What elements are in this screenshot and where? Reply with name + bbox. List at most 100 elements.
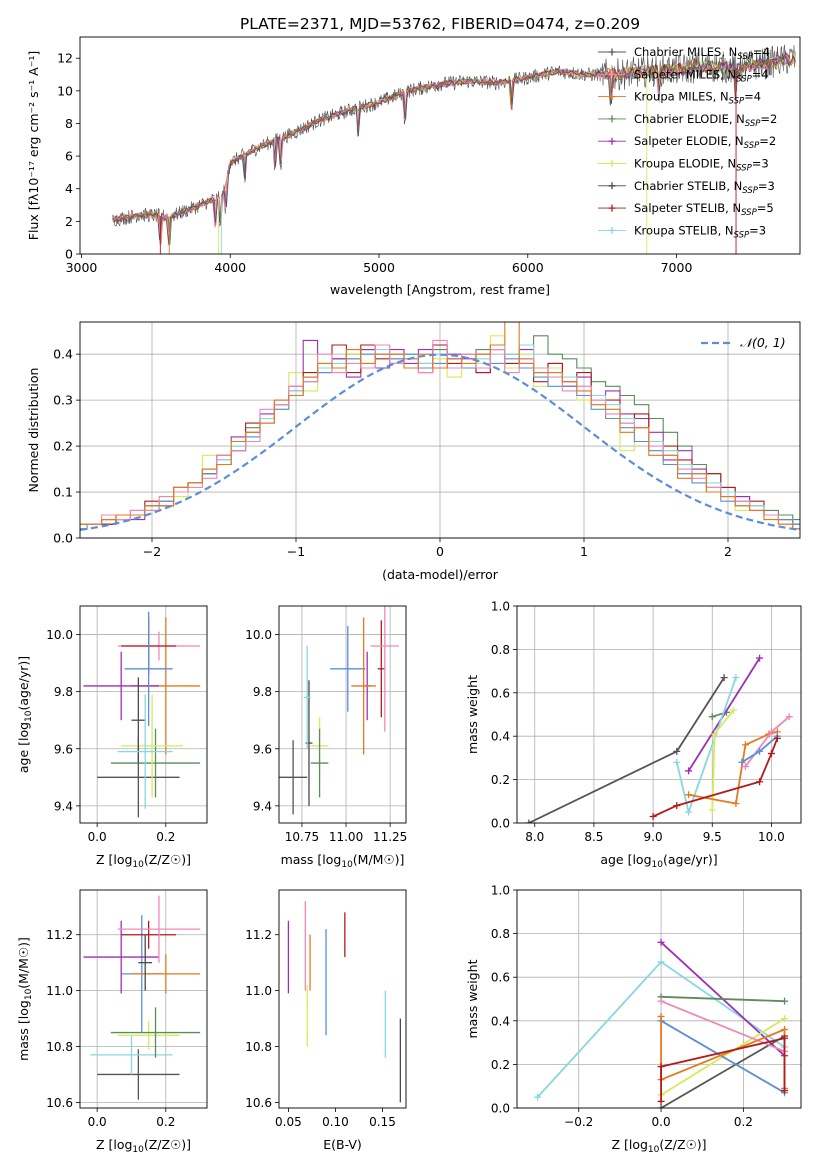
legend-marker xyxy=(608,160,616,167)
legend-entry: 𝒩(0, 1) xyxy=(740,335,786,350)
y-tick-label: 0.0 xyxy=(53,531,73,546)
axes-frame xyxy=(278,605,407,824)
y-tick-label: 11.0 xyxy=(245,984,272,998)
weight-point-marker xyxy=(781,1034,789,1042)
x-tick-label: 5000 xyxy=(363,260,395,275)
histogram-series xyxy=(80,322,800,530)
weight-point-marker xyxy=(767,750,775,758)
y-tick-label: 0.6 xyxy=(491,686,510,700)
y-tick-label: 9.8 xyxy=(253,685,272,699)
y-tick-label: 0.4 xyxy=(53,347,73,362)
x-tick-label: 0.15 xyxy=(369,1115,396,1129)
plot-area xyxy=(279,606,399,815)
y-tick-label: 10.6 xyxy=(245,1096,272,1110)
y-tick-label: 0 xyxy=(65,247,73,262)
legend-entry: Kroupa ELODIE, NSSP=3 xyxy=(634,157,769,174)
legend-entry: Salpeter STELIB, NSSP=5 xyxy=(634,201,774,218)
normal-reference-curve xyxy=(80,353,800,531)
mass-vs-metallicity-chart: 0.0 0.2 10.6 10.8 11.0 11.2 Z [log10(Z/Z☉)] mas… xyxy=(16,889,208,1155)
y-tick-label: 1.0 xyxy=(491,600,510,614)
plot-area xyxy=(112,44,796,254)
y-tick-label: 0.2 xyxy=(491,1058,510,1072)
x-tick-label: 11.00 xyxy=(329,830,363,844)
y-tick-label: 0.4 xyxy=(491,1014,510,1028)
axes-frame xyxy=(79,889,208,1109)
y-axis-label: mass weight xyxy=(465,675,480,754)
x-axis-label: mass [log10(M/M☉)] xyxy=(281,852,405,870)
y-tick-label: 6 xyxy=(65,149,73,164)
y-tick-label: 0.8 xyxy=(491,927,510,941)
figure-title: PLATE=2371, MJD=53762, FIBERID=0474, z=0… xyxy=(240,15,640,33)
y-tick-label: 9.6 xyxy=(54,742,73,756)
x-tick-label: 0 xyxy=(436,544,444,559)
y-tick-label: 10.0 xyxy=(46,628,73,642)
x-tick-label: 10.0 xyxy=(758,830,785,844)
y-tick-label: 12 xyxy=(57,51,73,66)
plot-area xyxy=(83,895,201,1100)
legend-entry: Salpeter ELODIE, NSSP=2 xyxy=(634,134,776,151)
weight-point-marker xyxy=(767,728,775,736)
histogram-series xyxy=(80,339,800,530)
axes-frame xyxy=(79,605,208,824)
weight-point-marker xyxy=(781,1026,789,1034)
x-tick-label: 0.05 xyxy=(275,1115,302,1129)
y-axis-label: mass weight xyxy=(465,959,480,1038)
y-axis-label: Normed distribution xyxy=(26,368,41,493)
x-axis-label: E(B-V) xyxy=(323,1137,362,1152)
weight-point-marker xyxy=(720,674,728,682)
weight-point-marker xyxy=(685,808,693,816)
legend-marker xyxy=(608,70,616,78)
weight-point-marker xyxy=(732,674,740,682)
axes-frame xyxy=(79,36,801,255)
y-tick-label: 0.4 xyxy=(491,730,510,744)
x-axis-label: Z [log10(Z/Z☉)] xyxy=(96,1137,191,1155)
y-tick-label: 10.6 xyxy=(46,1096,73,1110)
weight-point-marker xyxy=(657,1097,665,1105)
plot-area xyxy=(80,322,800,531)
plot-area xyxy=(525,654,793,823)
spectrum-chart: 3000 4000 5000 6000 7000 0 2 4 6 8 10 12 wavelength … xyxy=(26,36,801,297)
x-tick-label: 1 xyxy=(580,544,588,559)
x-tick-label: 9.5 xyxy=(703,830,722,844)
legend-marker xyxy=(608,48,616,56)
plot-area xyxy=(83,611,201,818)
y-axis-label: mass [log10(M/M☉)] xyxy=(16,937,34,1061)
y-tick-label: 8 xyxy=(65,116,73,131)
y-axis-label: Flux [fλ10⁻¹⁷ erg cm⁻² s⁻¹ A⁻¹] xyxy=(26,51,41,240)
axes-frame xyxy=(516,889,802,1109)
spectrum-series-line xyxy=(112,54,796,243)
weight-series-line xyxy=(660,1035,785,1108)
weight-point-marker xyxy=(685,767,693,775)
y-tick-label: 0.1 xyxy=(53,485,73,500)
y-tick-label: 1.0 xyxy=(491,884,510,898)
x-tick-label: 0.2 xyxy=(156,830,175,844)
x-tick-label: 2 xyxy=(724,544,732,559)
legend-marker xyxy=(608,137,616,145)
x-tick-label: 8.5 xyxy=(584,830,603,844)
weight-point-marker xyxy=(657,1012,665,1020)
weight-point-marker xyxy=(781,1015,789,1023)
weight-series-line xyxy=(687,657,761,772)
y-tick-label: 0.2 xyxy=(491,773,510,787)
weight-point-marker xyxy=(741,741,749,749)
x-tick-label: 0.10 xyxy=(322,1115,349,1129)
weight-point-marker xyxy=(756,747,764,755)
weight-point-marker xyxy=(785,713,793,721)
weight-point-marker xyxy=(534,1093,542,1101)
y-tick-label: 9.6 xyxy=(253,742,272,756)
weight-series-line xyxy=(660,1037,786,1102)
residual-histogram-chart: −2 −1 0 1 2 0.0 0.1 0.2 0.3 0.4 (data-model)/error… xyxy=(26,321,801,582)
y-axis-label: age [log10(age/yr)] xyxy=(16,656,34,773)
y-tick-label: 0.0 xyxy=(491,1102,510,1116)
y-tick-label: 11.2 xyxy=(245,928,272,942)
legend-marker xyxy=(608,204,616,212)
weight-point-marker xyxy=(657,1104,665,1108)
axes-frame xyxy=(278,889,407,1109)
y-tick-label: 0.2 xyxy=(53,439,73,454)
x-axis-label: wavelength [Angstrom, rest frame] xyxy=(330,282,550,297)
weight-point-marker xyxy=(657,1063,665,1071)
weight-point-marker xyxy=(732,799,740,807)
age-vs-metallicity-chart: 0.0 0.2 9.4 9.6 9.8 10.0 Z [log10(Z/Z☉)] age [l… xyxy=(16,605,208,870)
x-axis-label: Z [log10(Z/Z☉)] xyxy=(96,852,191,870)
